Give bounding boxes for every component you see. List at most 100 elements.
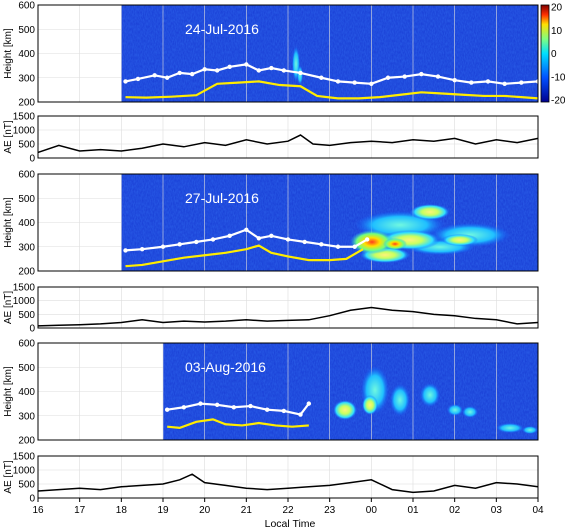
white-line-point — [385, 75, 391, 80]
x-tick-label: 01 — [407, 505, 419, 516]
white-line-point — [452, 77, 457, 83]
echo-blob — [462, 406, 478, 418]
white-line-point — [256, 236, 262, 241]
yellow-height-line — [125, 244, 364, 268]
white-height-line — [125, 228, 368, 252]
height-tick-label: 500 — [18, 25, 35, 36]
echo-blob — [522, 426, 538, 434]
echo-blob — [362, 395, 378, 415]
yellow-height-line — [167, 418, 309, 429]
echo-blob — [410, 204, 450, 220]
white-line-point — [123, 248, 128, 253]
ae-tick-label: 500 — [18, 480, 35, 491]
ae-tick-label: 1000 — [13, 126, 36, 137]
white-line-point — [335, 79, 341, 84]
echo-blob — [390, 384, 410, 416]
white-line-point — [177, 70, 182, 76]
white-line-point — [181, 405, 187, 410]
white-line-point — [281, 408, 287, 414]
ae-tick-label: 0 — [29, 494, 35, 505]
ae-axis-label: AE [nT] — [3, 120, 14, 154]
ae-panel-frame — [37, 286, 539, 329]
ae-axis-label: AE [nT] — [3, 291, 14, 325]
ae-tick-label: 1000 — [13, 296, 36, 307]
x-tick-label: 17 — [74, 505, 86, 516]
colorbar-tick-label: 0 — [551, 49, 557, 60]
ae-tick-label: 1500 — [13, 112, 36, 123]
white-line-point — [302, 239, 307, 245]
white-line-point — [227, 64, 232, 70]
colorbar — [540, 4, 550, 103]
height-tick-label: 500 — [18, 194, 35, 205]
ae-tick-label: 1500 — [13, 283, 36, 294]
ae-tick-label: 1000 — [13, 466, 36, 477]
yellow-height-line — [125, 80, 539, 100]
x-tick-label: 18 — [116, 505, 128, 516]
white-line-point — [269, 65, 274, 71]
height-axis-label: Height [km] — [3, 197, 14, 248]
white-line-point — [485, 79, 491, 84]
panel-date-label: 03-Aug-2016 — [185, 359, 266, 375]
white-line-point — [402, 74, 407, 79]
ae-tick-label: 1500 — [13, 452, 36, 463]
colorbar-tick-label: 10 — [551, 26, 563, 37]
height-tick-label: 300 — [18, 411, 35, 422]
ae-axis-label: AE [nT] — [3, 460, 14, 494]
white-line-point — [248, 403, 253, 409]
white-line-point — [202, 67, 207, 72]
x-axis-label: Local Time — [265, 518, 316, 530]
panel-date-label: 27-Jul-2016 — [185, 190, 259, 206]
white-line-point — [123, 79, 128, 84]
echo-blob — [442, 234, 478, 246]
white-line-point — [160, 244, 166, 249]
white-line-point — [135, 76, 141, 82]
white-line-point — [319, 242, 324, 247]
echo-blob — [496, 423, 524, 433]
ae-index-line — [37, 134, 539, 154]
white-line-point — [231, 405, 237, 410]
white-line-point — [369, 81, 374, 87]
white-line-point — [244, 62, 249, 67]
height-tick-label: 200 — [18, 98, 35, 109]
white-line-point — [189, 71, 195, 77]
x-tick-label: 19 — [157, 505, 169, 516]
ae-index-line — [37, 473, 539, 494]
height-tick-label: 300 — [18, 73, 35, 84]
height-tick-label: 400 — [18, 49, 35, 60]
white-line-point — [198, 401, 203, 406]
echo-blob — [333, 400, 357, 420]
white-line-point — [214, 402, 220, 408]
x-tick-label: 23 — [324, 505, 336, 516]
white-line-point — [469, 80, 474, 85]
x-tick-label: 21 — [241, 505, 253, 516]
colorbar-tick-label: 20 — [551, 3, 563, 14]
x-tick-label: 22 — [282, 505, 294, 516]
x-tick-label: 16 — [32, 505, 44, 516]
height-tick-label: 400 — [18, 218, 35, 229]
colorbar-tick-label: -20 — [551, 96, 565, 107]
white-line-point — [298, 412, 303, 417]
white-line-point — [519, 80, 524, 85]
panel-1: 600 500 400 300 200 24-Jul-2016 Height [km] 150… — [3, 1, 541, 165]
white-line-point — [194, 239, 199, 245]
white-line-point — [152, 73, 157, 78]
height-panel-frame — [37, 4, 539, 103]
panel-date-label: 24-Jul-2016 — [185, 21, 259, 37]
ae-tick-label: 0 — [29, 154, 35, 165]
heatmap-noise — [163, 343, 538, 440]
echo-blob — [350, 230, 394, 254]
white-line-point — [502, 81, 507, 87]
x-tick-label: 20 — [199, 505, 211, 516]
white-line-point — [256, 68, 262, 73]
ae-index-line — [37, 306, 539, 327]
white-line-point — [139, 246, 145, 252]
white-line-point — [364, 237, 370, 242]
white-line-point — [285, 237, 291, 242]
white-line-point — [306, 401, 312, 406]
white-line-point — [352, 244, 357, 249]
white-height-line — [167, 402, 310, 416]
height-tick-label: 600 — [18, 1, 35, 12]
white-height-line — [125, 63, 539, 85]
height-axis-label: Height [km] — [3, 28, 14, 79]
